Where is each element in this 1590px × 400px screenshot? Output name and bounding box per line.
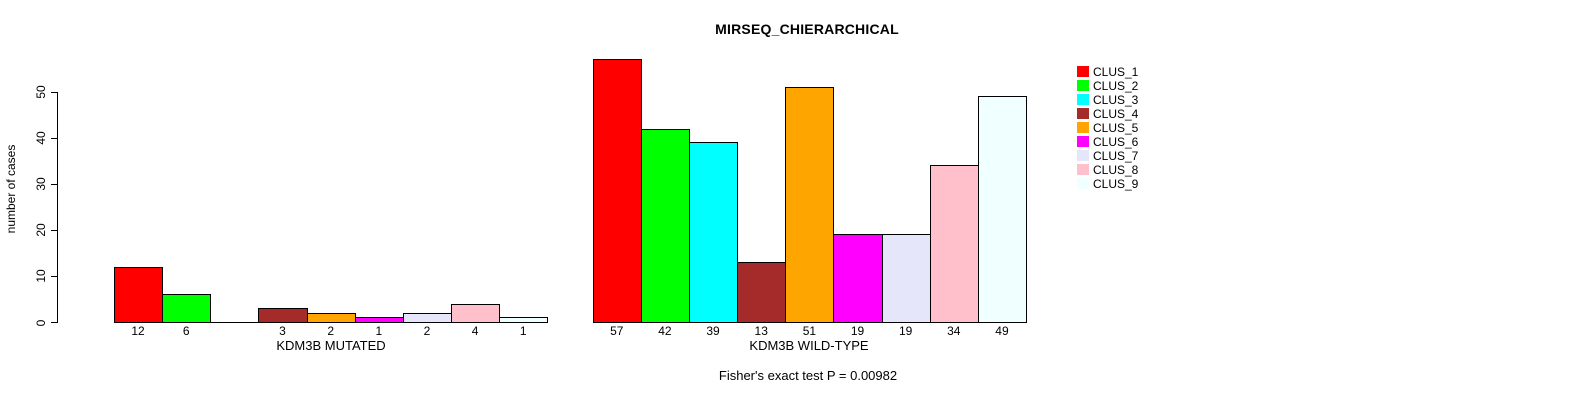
legend-swatch <box>1077 94 1089 106</box>
legend-label: CLUS_5 <box>1093 120 1139 135</box>
bar <box>499 317 549 324</box>
legend-label: CLUS_2 <box>1093 79 1139 94</box>
bar-value-label: 19 <box>898 324 913 338</box>
legend-row: CLUS_3 <box>1077 93 1197 108</box>
bar <box>833 234 883 324</box>
legend-label: CLUS_6 <box>1093 134 1139 149</box>
y-tick-label: 40 <box>34 131 48 145</box>
legend-swatch <box>1077 121 1089 133</box>
bar-value-label: 42 <box>658 324 672 338</box>
bar <box>881 234 931 324</box>
legend-swatch <box>1077 177 1089 189</box>
legend-swatch <box>1077 80 1089 92</box>
bar <box>306 312 356 324</box>
bar-value-label: 49 <box>995 324 1009 338</box>
y-tick <box>51 137 58 139</box>
bar <box>354 317 404 324</box>
bar-value-label: 1 <box>375 324 383 338</box>
bar-value-label: 39 <box>706 324 720 338</box>
bar <box>592 59 642 324</box>
x-group-label-mutated: KDM3B MUTATED <box>276 338 386 353</box>
x-group-label-wildtype: KDM3B WILD-TYPE <box>749 338 869 353</box>
legend-row: CLUS_9 <box>1077 176 1197 191</box>
legend-swatch <box>1077 149 1089 161</box>
bar <box>929 165 979 324</box>
y-tick <box>51 183 58 185</box>
legend-swatch <box>1077 135 1089 147</box>
legend-label: CLUS_9 <box>1093 176 1139 191</box>
legend-row: CLUS_8 <box>1077 162 1197 177</box>
legend-swatch <box>1077 108 1089 119</box>
legend-label: CLUS_7 <box>1093 148 1139 163</box>
bar <box>689 142 739 324</box>
bar-value-label: 13 <box>754 324 768 338</box>
bar-value-label: 19 <box>850 324 865 338</box>
bar-value-label: 3 <box>279 324 286 338</box>
y-tick <box>51 275 58 277</box>
legend-label: CLUS_8 <box>1093 162 1139 177</box>
bar-value-label: 2 <box>423 324 431 338</box>
legend-row: CLUS_4 <box>1077 107 1197 121</box>
legend-label: CLUS_4 <box>1093 107 1139 121</box>
bar-value-label: 4 <box>471 324 479 338</box>
bar-value-label: 34 <box>947 324 961 338</box>
y-tick <box>51 91 58 93</box>
y-tick-label: 0 <box>34 319 48 326</box>
legend-row: CLUS_5 <box>1077 120 1197 135</box>
legend-label: CLUS_1 <box>1093 65 1139 80</box>
y-tick-label: 50 <box>34 85 48 99</box>
y-tick-label: 30 <box>34 177 48 191</box>
bar <box>737 262 787 324</box>
bar-value-label: 2 <box>327 324 335 338</box>
bar-value-label: 51 <box>802 324 817 338</box>
bar <box>785 87 835 324</box>
bar <box>114 266 164 324</box>
bar-value-label: 12 <box>131 324 145 338</box>
y-axis-line <box>57 92 59 324</box>
bar <box>258 308 308 324</box>
legend-row: CLUS_1 <box>1077 65 1197 80</box>
bar-value-label: 1 <box>519 324 527 338</box>
legend-swatch <box>1077 163 1089 175</box>
legend-row: CLUS_7 <box>1077 148 1197 163</box>
bar <box>977 96 1028 324</box>
bar <box>451 303 501 324</box>
legend-row: CLUS_6 <box>1077 134 1197 149</box>
legend-row: CLUS_2 <box>1077 79 1197 94</box>
y-tick <box>51 229 58 231</box>
y-tick <box>51 322 58 323</box>
bar <box>640 128 690 324</box>
bar-value-label: 6 <box>182 324 190 338</box>
bar-zero <box>210 322 259 323</box>
y-tick-label: 20 <box>34 223 48 238</box>
y-tick-label: 10 <box>34 269 48 284</box>
bar <box>402 312 453 324</box>
bar-value-label: 57 <box>610 324 624 338</box>
chart-title: MIRSEQ_CHIERARCHICAL <box>715 21 899 37</box>
legend-swatch <box>1077 66 1089 78</box>
fisher-test-annotation: Fisher's exact test P = 0.00982 <box>718 368 898 383</box>
legend-label: CLUS_3 <box>1093 93 1139 108</box>
bar <box>162 294 212 324</box>
